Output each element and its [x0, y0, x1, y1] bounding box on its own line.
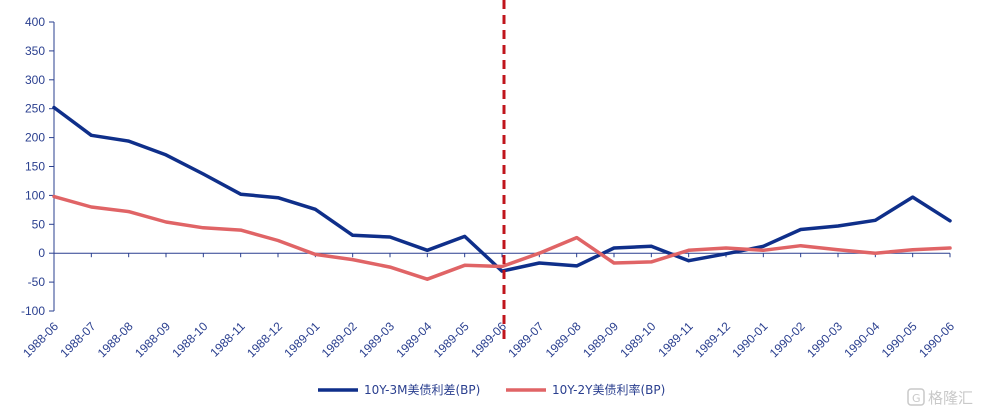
y-axis: -100 -50 0 50 100 150 200 250 300 350 400: [21, 15, 55, 318]
x-tick-label: 1989-05: [431, 319, 472, 360]
watermark-text: 格隆汇: [928, 389, 973, 407]
x-tick-label: 1989-11: [655, 319, 696, 360]
data-point: [127, 210, 131, 214]
x-tick-label: 1989-04: [393, 319, 434, 360]
y-tick-label: 0: [38, 246, 45, 260]
data-point: [276, 196, 280, 200]
data-point: [164, 220, 168, 224]
data-point: [89, 133, 93, 137]
data-point: [911, 195, 915, 199]
data-point: [873, 251, 877, 255]
x-tick-label: 1989-09: [580, 319, 621, 360]
data-point: [89, 205, 93, 209]
data-point: [201, 172, 205, 176]
data-point: [239, 192, 243, 196]
x-tick-label: 1988-10: [169, 319, 210, 360]
y-tick-label: 250: [25, 102, 45, 116]
data-point: [724, 246, 728, 250]
y-tick-label: -50: [28, 275, 46, 289]
y-tick-label: 100: [25, 188, 45, 202]
data-point: [52, 106, 56, 110]
data-point: [463, 263, 467, 267]
data-point: [761, 244, 765, 248]
data-point: [463, 234, 467, 238]
x-tick-label: 1988-06: [20, 319, 61, 360]
x-tick-label: 1989-10: [617, 319, 658, 360]
x-tick-label: 1989-02: [319, 319, 360, 360]
watermark: G 格隆汇: [907, 388, 973, 407]
data-point: [239, 228, 243, 232]
x-tick-label: 1989-08: [543, 319, 584, 360]
data-point: [164, 153, 168, 157]
data-point: [388, 235, 392, 239]
legend-label: 10Y-3M美债利差(BP): [364, 383, 480, 397]
data-point: [761, 248, 765, 252]
series-layer: [52, 105, 952, 281]
data-point: [313, 207, 317, 211]
watermark-logo-icon: [907, 388, 925, 406]
data-point: [911, 248, 915, 252]
x-tick-label: 1990-02: [767, 319, 808, 360]
x-tick-label: 1990-04: [841, 319, 882, 360]
data-point: [575, 236, 579, 240]
data-point: [313, 252, 317, 256]
data-point: [948, 219, 952, 223]
x-tick-label: 1988-08: [95, 319, 136, 360]
x-axis: 1988-061988-071988-081988-091988-101988-…: [20, 252, 957, 360]
data-point: [799, 244, 803, 248]
x-tick-label: 1988-09: [132, 319, 173, 360]
data-point: [575, 264, 579, 268]
y-tick-label: 150: [25, 160, 45, 174]
data-point: [687, 259, 691, 263]
data-point: [799, 228, 803, 232]
data-point: [649, 244, 653, 248]
data-point: [201, 226, 205, 230]
data-point: [351, 233, 355, 237]
data-point: [276, 238, 280, 242]
x-tick-label: 1988-11: [207, 319, 248, 360]
x-tick-label: 1989-07: [505, 319, 546, 360]
y-tick-label: 350: [25, 44, 45, 58]
data-point: [127, 139, 131, 143]
y-tick-label: -100: [21, 304, 45, 318]
data-point: [836, 224, 840, 228]
data-point: [612, 261, 616, 265]
x-tick-label: 1988-12: [244, 319, 285, 360]
x-tick-label: 1988-07: [57, 319, 98, 360]
data-point: [351, 258, 355, 262]
data-point: [873, 218, 877, 222]
data-point: [500, 264, 504, 268]
data-point: [836, 248, 840, 252]
x-tick-label: 1990-03: [804, 319, 845, 360]
legend-label: 10Y-2Y美债利率(BP): [552, 382, 665, 397]
data-point: [948, 246, 952, 250]
x-tick-label: 1989-01: [281, 319, 322, 360]
x-tick-label: 1989-03: [356, 319, 397, 360]
y-tick-label: 400: [25, 15, 45, 29]
data-point: [388, 265, 392, 269]
data-point: [537, 261, 541, 265]
x-tick-label: 1989-06: [468, 319, 509, 360]
x-tick-label: 1990-06: [916, 319, 957, 360]
data-point: [537, 251, 541, 255]
watermark-logo-letter: G: [912, 392, 921, 405]
x-tick-label: 1989-12: [692, 319, 733, 360]
data-point: [52, 195, 56, 199]
x-tick-label: 1990-01: [729, 319, 770, 360]
data-point: [425, 277, 429, 281]
data-point: [687, 248, 691, 252]
y-tick-label: 300: [25, 73, 45, 87]
legend: 10Y-3M美债利差(BP) 10Y-2Y美债利率(BP): [318, 382, 665, 397]
y-tick-label: 200: [25, 131, 45, 145]
data-point: [649, 260, 653, 264]
x-tick-label: 1990-05: [879, 319, 920, 360]
data-point: [724, 252, 728, 256]
data-point: [425, 248, 429, 252]
y-tick-label: 50: [32, 217, 46, 231]
data-point: [612, 246, 616, 250]
